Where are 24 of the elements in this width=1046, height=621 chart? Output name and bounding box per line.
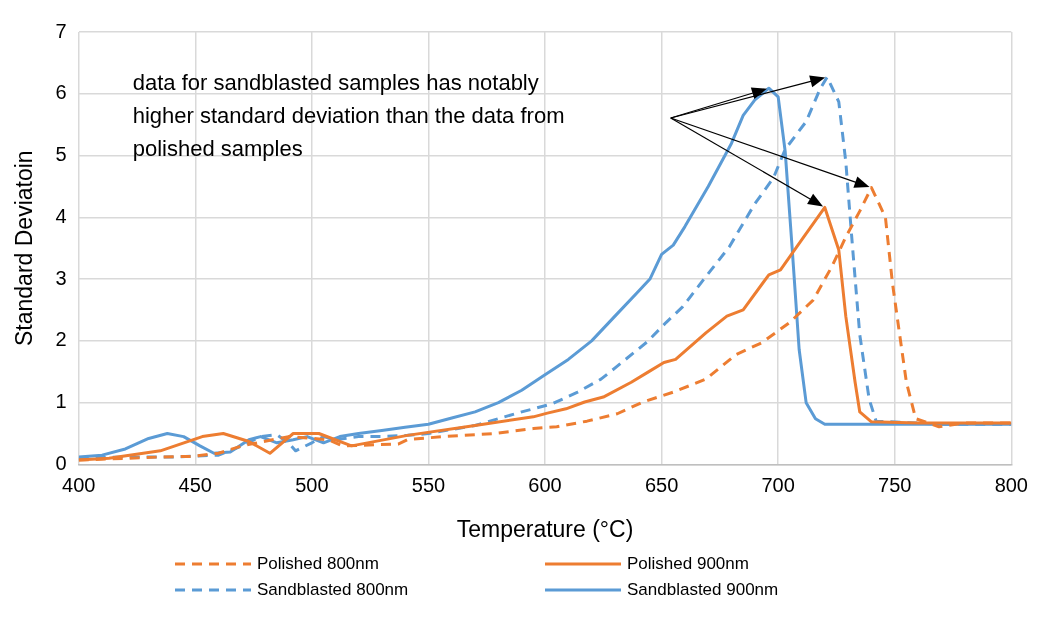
- y-tick-label: 6: [55, 81, 67, 104]
- x-tick-label: 700: [761, 473, 795, 496]
- y-tick-label: 3: [55, 266, 67, 289]
- y-tick-label: 4: [55, 204, 67, 227]
- x-tick-label: 750: [878, 473, 912, 496]
- y-tick-label: 5: [55, 143, 67, 166]
- y-tick-label: 7: [55, 19, 67, 42]
- y-axis-title: Standard Deviatoin: [11, 150, 38, 347]
- legend-label: Polished 800nm: [257, 554, 379, 574]
- x-tick-label: 600: [528, 473, 562, 496]
- y-tick-label: 0: [55, 451, 67, 474]
- y-tick-label: 2: [55, 328, 67, 351]
- x-tick-label: 500: [295, 473, 329, 496]
- x-tick-label: 550: [411, 473, 446, 496]
- x-axis-title: Temperature (°C): [456, 515, 634, 542]
- x-tick-label: 800: [994, 473, 1028, 496]
- x-tick-label: 650: [644, 473, 679, 496]
- legend-label: Sandblasted 900nm: [627, 580, 779, 600]
- x-tick-label: 450: [178, 473, 212, 496]
- legend-label: Polished 900nm: [627, 554, 749, 574]
- x-tick-label: 400: [62, 473, 96, 496]
- annotation: data for sandblasted samples has notably higher standard deviation than the data from polished samples: [132, 70, 565, 162]
- y-tick-label: 1: [55, 390, 67, 413]
- legend-label: Sandblasted 800nm: [257, 580, 409, 600]
